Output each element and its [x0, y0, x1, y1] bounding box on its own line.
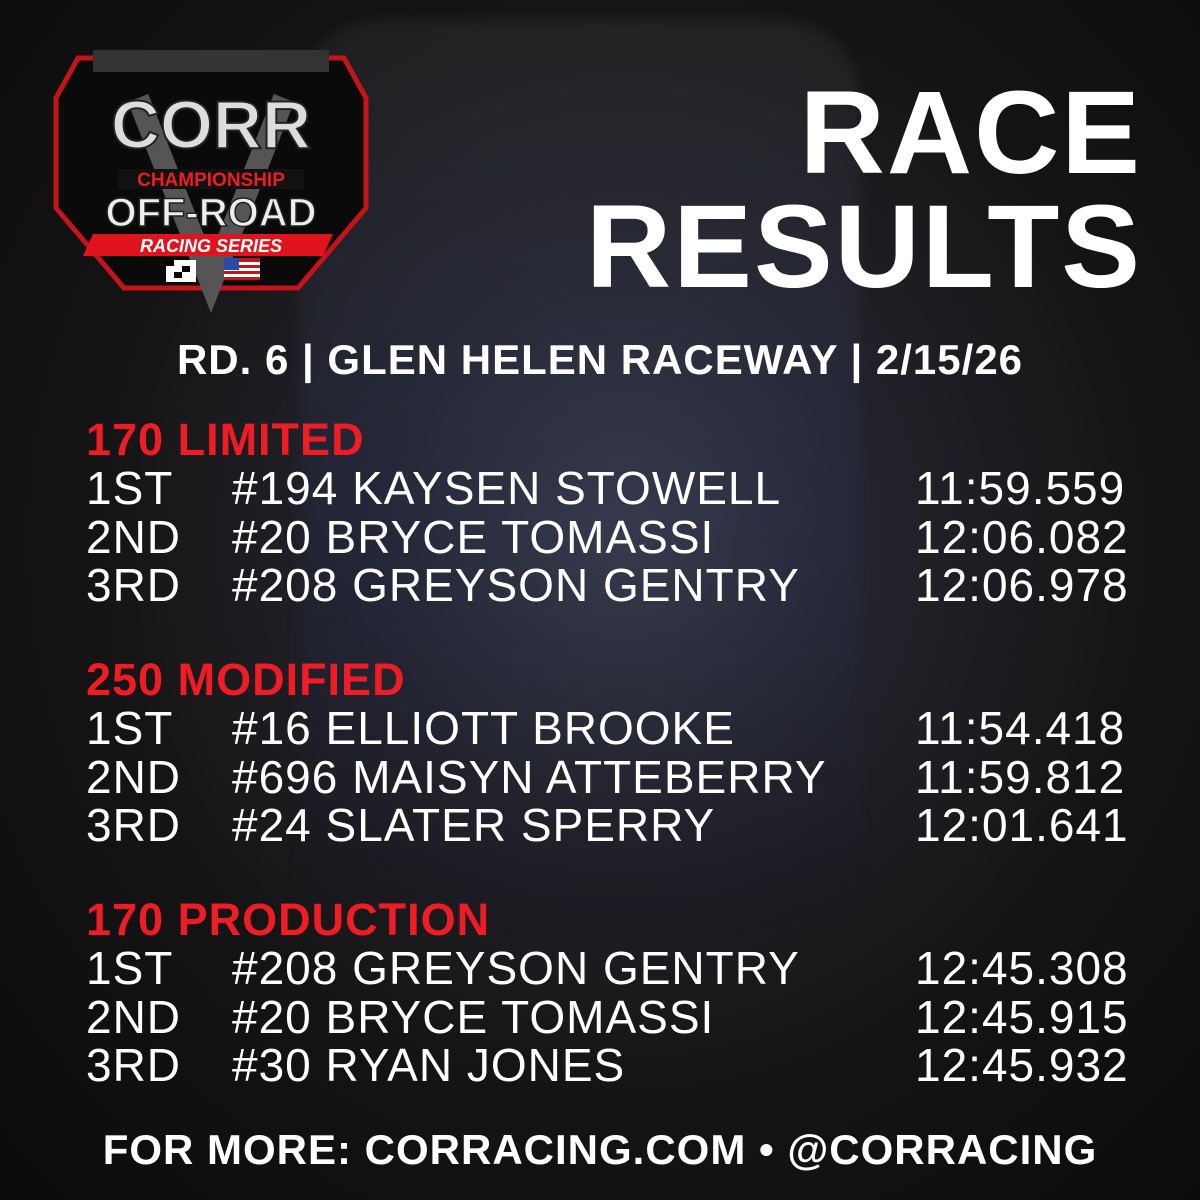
background-vehicle-photo: [300, 20, 860, 920]
result-row: 2ND #20 BRYCE TOMASSI 12:45.915: [86, 993, 1166, 1041]
race-time: 12:45.308: [915, 942, 1129, 994]
driver-name: #208 GREYSON GENTRY: [232, 942, 800, 994]
race-time: 11:54.418: [915, 702, 1126, 754]
driver-name: #20 BRYCE TOMASSI: [232, 510, 715, 563]
driver-name: #24 SLATER SPERRY: [232, 799, 716, 851]
driver-name: #696 MAISYN ATTEBERRY: [232, 750, 827, 803]
driver-name: #30 RYAN JONES: [232, 1039, 626, 1091]
finish-position: 1ST: [86, 702, 174, 754]
checkered-flag-icon: [166, 260, 196, 282]
result-row: 1ST #208 GREYSON GENTRY 12:45.308: [86, 944, 1166, 992]
race-time: 12:45.915: [915, 990, 1129, 1043]
result-row: 3RD #30 RYAN JONES 12:45.932: [86, 1041, 1166, 1089]
finish-position: 3RD: [86, 799, 182, 851]
logo-corr-text: CORR: [111, 87, 311, 163]
driver-name: #16 ELLIOTT BROOKE: [232, 702, 735, 754]
driver-name: #20 BRYCE TOMASSI: [232, 990, 715, 1043]
logo-championship-text: CHAMPIONSHIP: [137, 170, 285, 191]
class-heading: 170 PRODUCTION: [86, 894, 491, 945]
result-row: 3RD #208 GREYSON GENTRY 12:06.978: [86, 561, 1166, 609]
class-heading: 170 LIMITED: [86, 414, 365, 465]
logo-racing-series-text: RACING SERIES: [140, 236, 282, 256]
result-row: 2ND #696 MAISYN ATTEBERRY 11:59.812: [86, 753, 1166, 801]
driver-name: #208 GREYSON GENTRY: [232, 559, 800, 611]
result-row: 3RD #24 SLATER SPERRY 12:01.641: [86, 801, 1166, 849]
result-row: 2ND #20 BRYCE TOMASSI 12:06.082: [86, 513, 1166, 561]
race-time: 11:59.559: [915, 462, 1126, 514]
race-time: 11:59.812: [915, 750, 1126, 803]
american-flag-icon: [224, 258, 260, 280]
finish-position: 3RD: [86, 1039, 182, 1091]
race-time: 12:06.978: [915, 559, 1129, 611]
finish-position: 2ND: [86, 990, 182, 1043]
corr-logo: CORR CHAMPIONSHIP OFF-ROAD RACING SERIES: [53, 50, 369, 313]
finish-position: 2ND: [86, 750, 182, 803]
result-row: 1ST #16 ELLIOTT BROOKE 11:54.418: [86, 704, 1166, 752]
title-line-race: RACE: [799, 67, 1142, 199]
driver-name: #194 KAYSEN STOWELL: [232, 462, 782, 514]
logo-offroad-text: OFF-ROAD: [105, 191, 316, 235]
finish-position: 3RD: [86, 559, 182, 611]
finish-position: 1ST: [86, 462, 174, 514]
event-subtitle: RD. 6 | GLEN HELEN RACEWAY | 2/15/26: [176, 336, 1024, 383]
race-time: 12:45.932: [915, 1039, 1129, 1091]
title-line-results: RESULTS: [586, 181, 1142, 313]
finish-position: 1ST: [86, 942, 174, 994]
finish-position: 2ND: [86, 510, 182, 563]
class-heading: 250 MODIFIED: [86, 654, 406, 705]
race-time: 12:01.641: [915, 799, 1129, 851]
result-row: 1ST #194 KAYSEN STOWELL 11:59.559: [86, 464, 1166, 512]
footer-links: FOR MORE: CORRACING.COM • @CORRACING: [102, 1126, 1098, 1173]
race-time: 12:06.082: [915, 510, 1129, 563]
